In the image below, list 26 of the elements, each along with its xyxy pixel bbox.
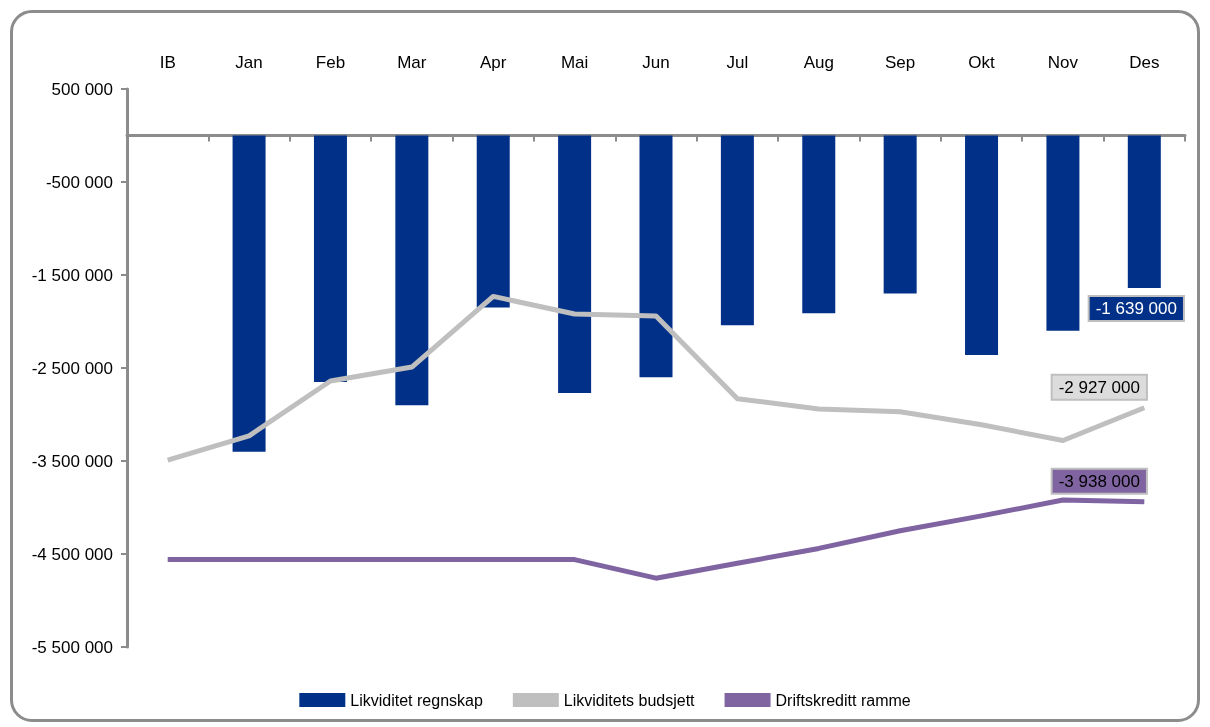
x-tick-label: IB [159,53,176,72]
x-tick-label: Aug [803,53,834,72]
y-tick-label: -500 000 [45,172,113,192]
y-tick-label: 500 000 [51,79,113,99]
data-label: -2 927 000 [1058,377,1140,397]
x-tick-label: Okt [968,53,996,72]
y-tick-label: -3 500 000 [31,451,113,471]
data-label: -3 938 000 [1058,471,1140,491]
x-tick-label: Sep [885,53,916,72]
legend-label: Likviditet regnskap [350,691,483,709]
y-tick-label: -5 500 000 [31,637,113,657]
x-tick-label: Mai [560,53,589,72]
x-tick-label: Nov [1047,53,1079,72]
y-tick-label: -1 500 000 [31,265,113,285]
data-label: -1 639 000 [1095,298,1177,318]
x-tick-label: Apr [480,53,507,72]
x-tick-label: Feb [315,53,346,72]
x-tick-label: Mar [397,53,427,72]
x-tick-label: Jan [235,53,263,72]
x-tick-label: Des [1129,53,1160,72]
x-tick-label: Jun [642,53,670,72]
y-tick-label: -2 500 000 [31,358,113,378]
legend-label: Likviditets budsjett [563,691,696,709]
legend-label: Driftskreditt ramme [775,691,911,709]
y-tick-label: -4 500 000 [31,544,113,564]
x-tick-label: Jul [726,53,749,72]
